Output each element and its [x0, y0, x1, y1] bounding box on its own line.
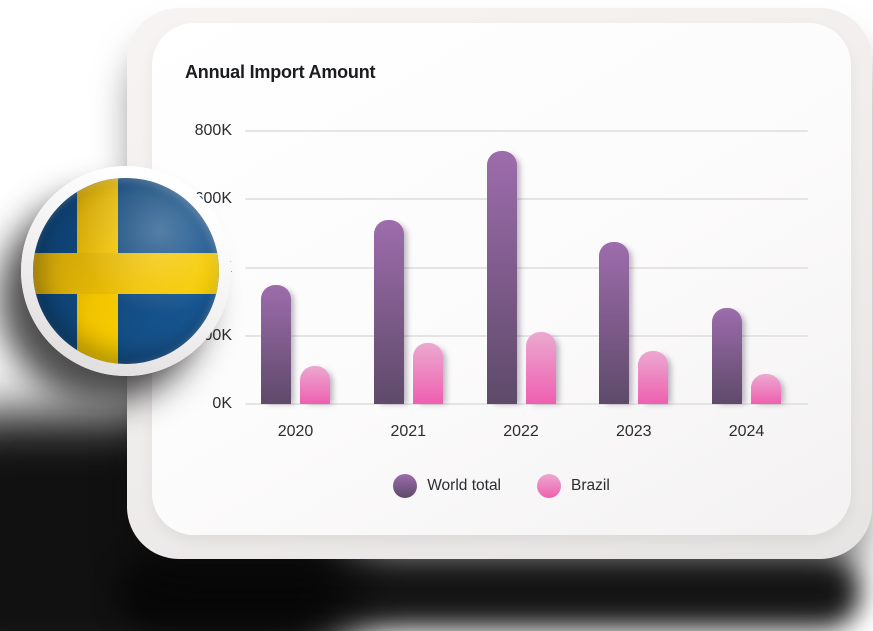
bar-brazil-2021 [412, 342, 443, 404]
y-axis-label: 0K [212, 395, 232, 412]
bar-world-total-2021 [373, 219, 404, 404]
flag-gloss-highlight [33, 178, 219, 364]
chart-legend: World total Brazil [152, 472, 851, 500]
bar-brazil-2020 [300, 366, 330, 404]
gridline [245, 130, 808, 132]
card-shadow [118, 558, 860, 628]
y-axis-label: 800K [194, 122, 232, 139]
bar-world-total-2022 [486, 151, 517, 404]
chart-card: Annual Import Amount 0K200K400K600K800K2… [152, 23, 851, 535]
legend-item-world-total: World total [393, 474, 501, 498]
flag-cross-horizontal [33, 253, 219, 294]
gridline [245, 403, 808, 405]
legend-dot-icon [393, 474, 418, 498]
bar-brazil-2023 [638, 351, 669, 404]
bar-brazil-2022 [525, 332, 556, 404]
legend-label: Brazil [571, 477, 610, 494]
x-axis-label: 2022 [503, 423, 539, 440]
card-shell: Annual Import Amount 0K200K400K600K800K2… [127, 8, 872, 559]
bar-brazil-2024 [751, 374, 781, 404]
chart-title: Annual Import Amount [185, 62, 376, 82]
x-axis-label: 2020 [277, 423, 314, 440]
x-axis-label: 2024 [728, 423, 765, 440]
legend-dot-icon [537, 474, 562, 498]
legend-label: World total [427, 477, 502, 494]
sweden-flag-badge [21, 166, 231, 376]
bar-world-total-2023 [599, 241, 630, 404]
sweden-flag-icon [33, 178, 219, 364]
bar-chart: 0K200K400K600K800K20202021202220232024 [152, 23, 851, 535]
legend-item-brazil: Brazil [537, 474, 610, 498]
gridline [245, 198, 808, 201]
x-axis-label: 2021 [390, 423, 427, 440]
x-axis-label: 2023 [615, 423, 652, 440]
gridline [245, 334, 808, 337]
bar-world-total-2020 [261, 284, 291, 404]
gridline [245, 266, 808, 269]
bar-world-total-2024 [712, 308, 742, 404]
